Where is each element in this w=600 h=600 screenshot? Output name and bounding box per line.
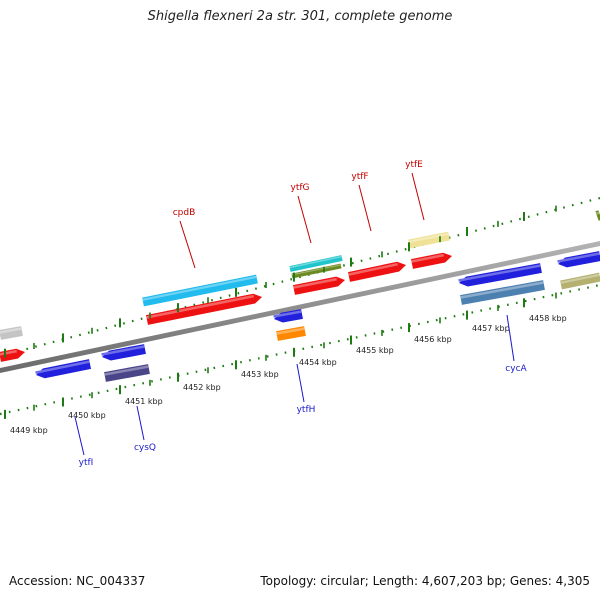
gene-leader-line — [297, 195, 312, 244]
accession-text: Accession: NC_004337 — [9, 574, 146, 588]
cog-feature-ytfH — [276, 326, 306, 341]
gene-feature-cysQ — [101, 344, 146, 361]
gene-label-cysQ: cysQ — [134, 443, 156, 453]
position-ticks: 4449 kbp 4450 kbp 4451 kbp 4452 kbp 4453 kbp… — [4, 205, 567, 435]
dotted-scale-lines — [0, 196, 600, 416]
cog-feature-cycA — [460, 280, 545, 305]
cog-feature-edge — [595, 210, 600, 221]
gene-leader-line — [136, 405, 145, 441]
cog-feature-ytfG — [289, 255, 343, 272]
cog-feature-ytfE — [408, 231, 450, 249]
cog-feature-edge-2 — [560, 272, 600, 290]
position-tick-label: 4449 kbp — [10, 426, 48, 435]
gene-leader-line — [411, 172, 425, 221]
position-tick-label: 4454 kbp — [299, 358, 337, 367]
gene-label-ytfE: ytfE — [405, 160, 423, 170]
cog-feature-left — [0, 326, 23, 340]
position-tick-label: 4457 kbp — [472, 324, 510, 333]
gene-feature-ytfI — [35, 359, 91, 379]
outer-dotted-line — [0, 196, 600, 358]
gene-leader-line — [296, 363, 305, 403]
genome-backbone — [0, 241, 600, 373]
gene-feature-ytfH — [273, 309, 303, 323]
gene-leader-line — [74, 416, 85, 456]
position-tick-label: 4452 kbp — [183, 383, 221, 392]
gene-labels: cpdB ytfG ytfF ytfE ytfI cysQ ytfH cycA — [74, 160, 528, 468]
cds-feature-left — [0, 348, 25, 362]
gene-label-cpdB: cpdB — [173, 208, 196, 218]
cog-feature-ytfG-2 — [291, 263, 342, 279]
gene-leader-line — [179, 220, 196, 269]
gene-feature-cycA — [458, 263, 542, 287]
genome-summary-text: Topology: circular; Length: 4,607,203 bp… — [260, 574, 590, 588]
backbone-band — [0, 241, 600, 373]
feature-tracks — [0, 210, 600, 382]
position-tick-label: 4450 kbp — [68, 411, 106, 420]
gene-label-ytfH: ytfH — [297, 405, 316, 415]
position-tick-label: 4458 kbp — [529, 314, 567, 323]
gene-feature-edge — [557, 251, 600, 268]
map-title: Shigella flexneri 2a str. 301, complete … — [147, 9, 453, 24]
cog-feature-cpdB — [142, 274, 258, 307]
cog-feature-cysQ — [104, 364, 150, 382]
gene-label-ytfF: ytfF — [351, 172, 368, 182]
cds-feature-ytfG — [293, 276, 345, 295]
cds-feature-ytfF — [348, 261, 406, 282]
position-tick-label: 4455 kbp — [356, 346, 394, 355]
cds-feature-ytfE — [411, 252, 452, 269]
cds-feature-cpdB — [146, 293, 262, 325]
position-tick-label: 4453 kbp — [241, 370, 279, 379]
position-tick-label: 4456 kbp — [414, 335, 452, 344]
gene-label-ytfI: ytfI — [79, 458, 94, 468]
position-tick-label: 4451 kbp — [125, 397, 163, 406]
gene-label-cycA: cycA — [505, 364, 527, 374]
gene-label-ytfG: ytfG — [291, 183, 310, 193]
gene-leader-line — [506, 314, 515, 362]
gene-leader-line — [358, 184, 372, 232]
